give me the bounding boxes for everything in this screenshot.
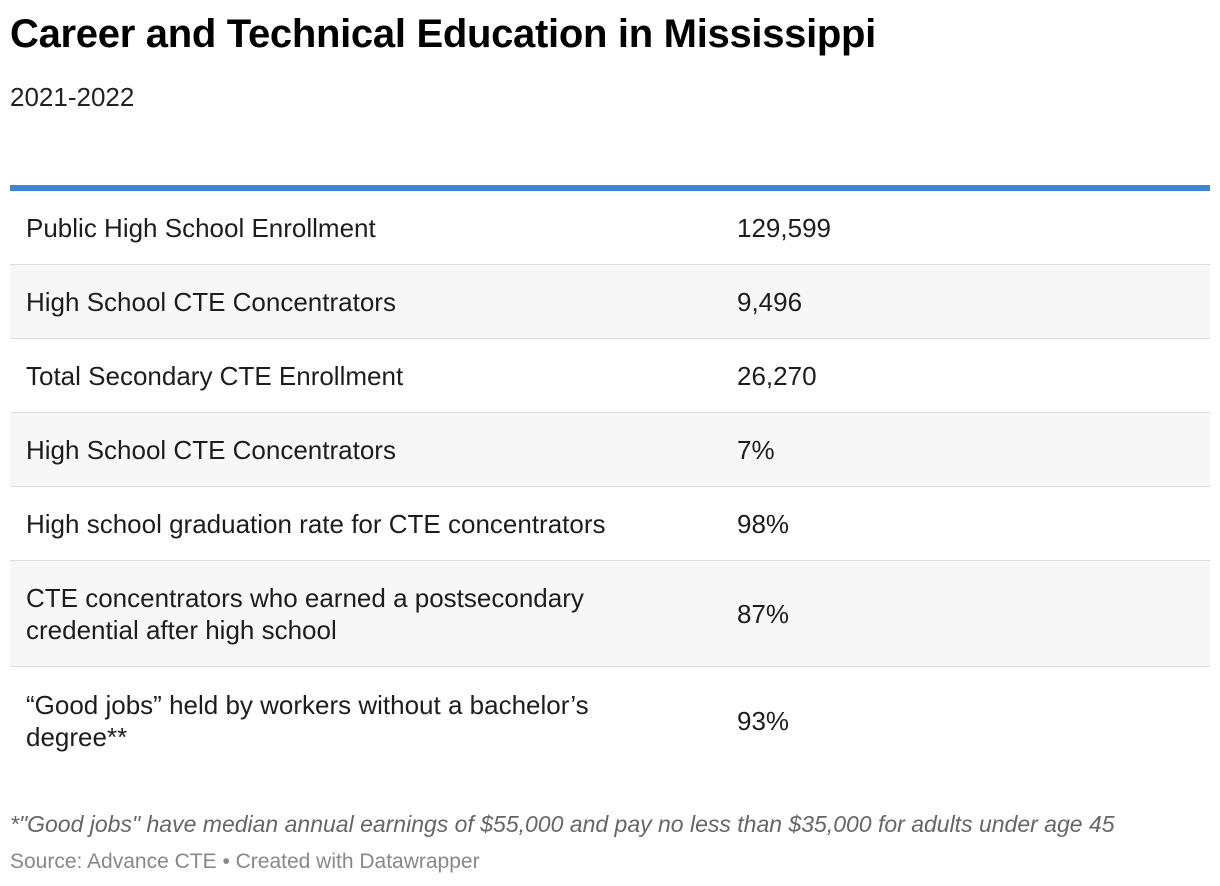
footnote: *"Good jobs" have median annual earnings… bbox=[10, 811, 1115, 837]
source-line: Source: Advance CTE • Created with Dataw… bbox=[10, 850, 480, 873]
row-label: High School CTE Concentrators bbox=[26, 434, 396, 465]
row-label: Public High School Enrollment bbox=[26, 212, 376, 243]
table-row: “Good jobs” held by workers without a ba… bbox=[10, 667, 1210, 775]
chart-title: Career and Technical Education in Missis… bbox=[10, 12, 876, 56]
row-value: 87% bbox=[737, 598, 790, 629]
table-row: High School CTE Concentrators 9,496 bbox=[10, 265, 1210, 339]
table-row: CTE concentrators who earned a postsecon… bbox=[10, 561, 1210, 667]
table-row: High School CTE Concentrators 7% bbox=[10, 413, 1210, 487]
row-value: 9,496 bbox=[737, 286, 803, 317]
row-value: 98% bbox=[737, 508, 790, 539]
data-table: Public High School Enrollment 129,599 Hi… bbox=[10, 185, 1210, 775]
row-label: CTE concentrators who earned a postsecon… bbox=[26, 582, 584, 645]
row-label: Total Secondary CTE Enrollment bbox=[26, 360, 404, 391]
row-value: 26,270 bbox=[737, 360, 817, 391]
table-row: High school graduation rate for CTE conc… bbox=[10, 487, 1210, 561]
table-row: Total Secondary CTE Enrollment 26,270 bbox=[10, 339, 1210, 413]
row-value: 129,599 bbox=[737, 212, 831, 243]
row-label: High school graduation rate for CTE conc… bbox=[26, 508, 606, 539]
row-label: High School CTE Concentrators bbox=[26, 286, 396, 317]
row-value: 93% bbox=[737, 706, 790, 736]
row-value: 7% bbox=[737, 434, 775, 465]
chart-subtitle: 2021-2022 bbox=[10, 82, 135, 112]
table-row: Public High School Enrollment 129,599 bbox=[10, 191, 1210, 265]
row-label: “Good jobs” held by workers without a ba… bbox=[26, 690, 589, 752]
